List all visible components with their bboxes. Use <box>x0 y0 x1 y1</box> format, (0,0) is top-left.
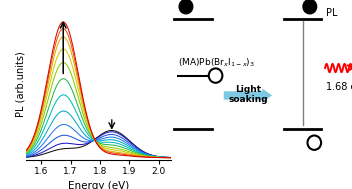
Circle shape <box>303 0 317 14</box>
Circle shape <box>209 68 222 83</box>
Text: Light
soaking: Light soaking <box>228 85 268 104</box>
Circle shape <box>179 0 193 14</box>
FancyArrowPatch shape <box>224 88 272 102</box>
X-axis label: Energy (eV): Energy (eV) <box>68 181 129 189</box>
Circle shape <box>308 136 321 150</box>
Text: (MA)Pb(Br$_x$I$_{1-x}$)$_3$: (MA)Pb(Br$_x$I$_{1-x}$)$_3$ <box>178 56 255 69</box>
Text: PL: PL <box>326 8 338 18</box>
Y-axis label: PL (arb.units): PL (arb.units) <box>15 51 25 117</box>
Text: 1.68 eV: 1.68 eV <box>326 82 352 92</box>
